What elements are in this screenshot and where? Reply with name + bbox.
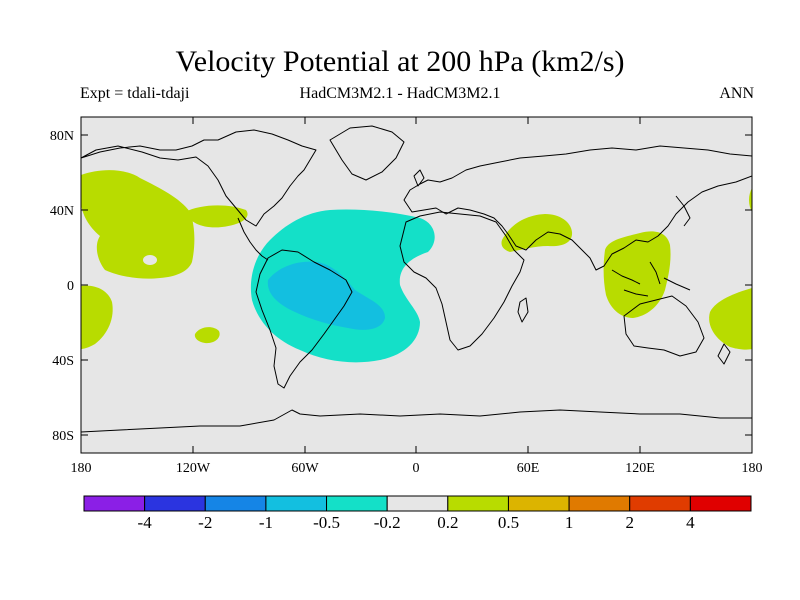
negative-anomaly-regions	[250, 209, 435, 363]
colorbar-swatch	[507, 495, 570, 512]
coastline-maritime-islands	[611, 261, 691, 297]
colorbar-label: 2	[625, 513, 634, 532]
colorbar-label: -4	[138, 513, 153, 532]
lat-label-40n: 40N	[50, 204, 74, 219]
colorbar: -4 -2 -1 -0.5 -0.2 0.2 0.5 1 2 4	[83, 495, 752, 532]
lon-label-120w: 120W	[176, 461, 211, 476]
colorbar-swatch	[204, 495, 267, 512]
colorbar-swatch	[265, 495, 328, 512]
hole-near-hawaii	[143, 255, 157, 265]
colorbar-label: 0.5	[498, 513, 519, 532]
lat-label-equator: 0	[67, 279, 74, 294]
colorbar-label: 0.2	[437, 513, 458, 532]
lon-label-60w: 60W	[291, 461, 319, 476]
lat-label-80n: 80N	[50, 129, 74, 144]
positive-region-southwest-pacific	[709, 288, 752, 350]
coastline-north-america	[81, 129, 317, 227]
lon-label-60e: 60E	[517, 461, 540, 476]
coastlines	[81, 125, 752, 433]
positive-region-east-edge	[749, 188, 752, 212]
positive-region-middle-east	[501, 214, 573, 252]
coastline-australia	[623, 295, 705, 357]
coastline-new-zealand	[717, 343, 731, 365]
positive-anomaly-regions	[81, 170, 752, 350]
coastline-antarctica	[81, 409, 752, 433]
colorbar-swatch	[447, 495, 509, 512]
coastline-central-america	[237, 217, 269, 261]
coastline-eurasia	[403, 145, 752, 271]
coastline-japan	[675, 195, 691, 227]
graticule-ticks	[81, 117, 752, 453]
colorbar-label: 1	[565, 513, 574, 532]
coastline-greenland	[329, 125, 405, 181]
colorbar-label: -0.2	[374, 513, 401, 532]
experiment-label: Expt = tdali-tdaji	[80, 85, 190, 102]
colorbar-swatch	[386, 495, 449, 512]
model-label: HadCM3M2.1 - HadCM3M2.1	[299, 85, 501, 102]
colorbar-swatch	[144, 495, 206, 512]
colorbar-label: -0.5	[313, 513, 340, 532]
positive-region-south-pacific-spot	[194, 327, 220, 344]
season-label: ANN	[719, 85, 754, 102]
lon-label-180-west: 180	[71, 461, 92, 476]
lat-label-80s: 80S	[52, 429, 74, 444]
lon-label-120e: 120E	[625, 461, 655, 476]
colorbar-swatch	[689, 495, 752, 512]
longitude-labels: 180 120W 60W 0 60E 120E 180	[71, 461, 763, 476]
coastline-africa	[399, 211, 525, 351]
lat-label-40s: 40S	[52, 354, 74, 369]
lon-label-180-east: 180	[742, 461, 763, 476]
coastline-south-america	[255, 249, 353, 389]
colorbar-swatch	[568, 495, 631, 512]
lon-label-0: 0	[413, 461, 420, 476]
strong-negative-region-south-america	[267, 261, 385, 330]
colorbar-swatch	[83, 495, 146, 512]
colorbar-swatch	[629, 495, 691, 512]
coastline-uk	[413, 169, 425, 187]
plot-area	[81, 117, 752, 453]
latitude-labels: 80N 40N 0 40S 80S	[50, 129, 74, 444]
positive-region-maritime-continent	[603, 231, 671, 318]
colorbar-label: -1	[259, 513, 273, 532]
positive-region-pacific-tongue	[185, 205, 248, 228]
map-frame	[80, 116, 753, 454]
coastline-madagascar	[517, 297, 529, 323]
map-title: Velocity Potential at 200 hPa (km2/s)	[175, 45, 625, 78]
colorbar-label: -2	[198, 513, 212, 532]
colorbar-label: 4	[686, 513, 695, 532]
colorbar-swatch	[326, 495, 388, 512]
positive-region-south-pacific-west	[81, 285, 113, 349]
positive-region-north-pacific	[81, 170, 195, 279]
